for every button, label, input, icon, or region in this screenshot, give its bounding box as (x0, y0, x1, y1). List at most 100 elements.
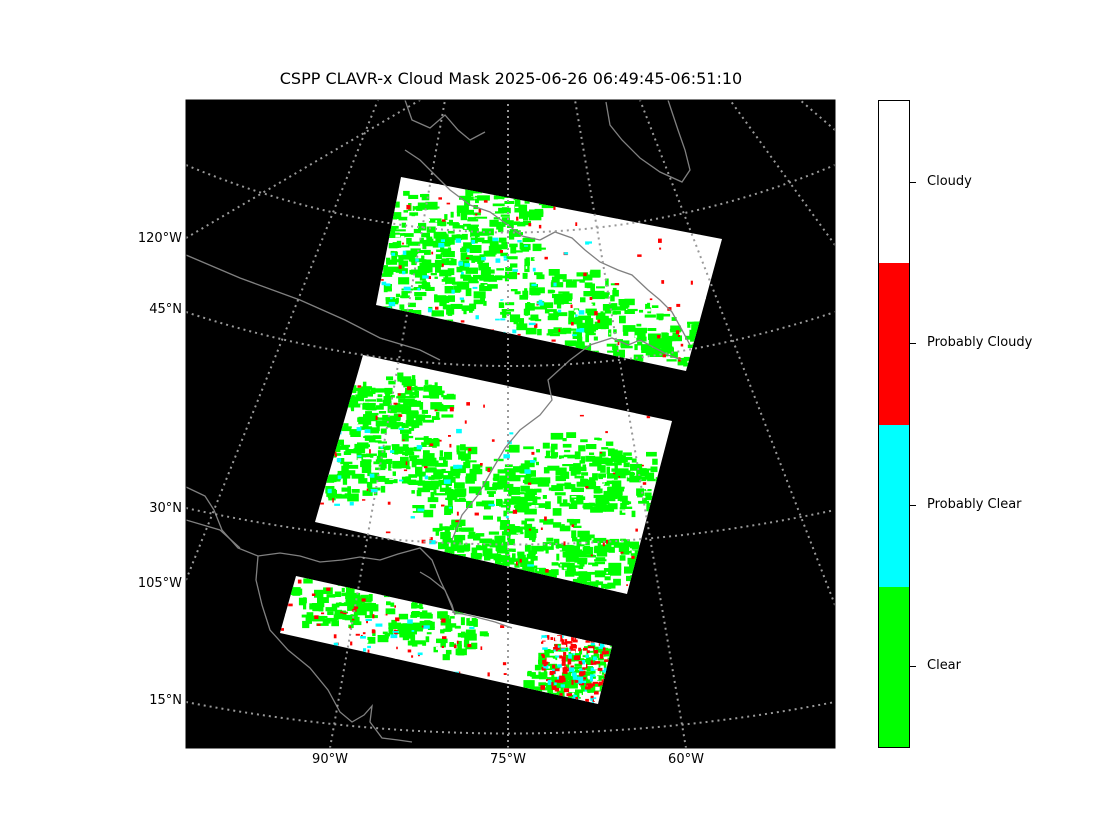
granule-middle-clear-pixel (456, 445, 460, 453)
granule-middle-clear-pixel (595, 583, 599, 588)
granule-south-cloudy-pixel (391, 641, 396, 645)
granule-south-probably-cloudy-pixel (362, 632, 366, 635)
granule-north-clear-pixel (666, 359, 677, 362)
granule-north-cloudy-pixel (510, 280, 512, 283)
granule-north-probably-clear-pixel (572, 334, 577, 337)
granule-middle-clear-pixel (458, 452, 471, 460)
granule-north-clear-pixel (439, 299, 447, 307)
granule-middle-clear-pixel (528, 556, 538, 561)
granule-south-probably-clear-pixel (469, 626, 475, 629)
granule-middle-clear-pixel (366, 481, 373, 488)
granule-south-clear-pixel (523, 680, 535, 689)
granule-north-clear-pixel (531, 291, 540, 296)
granule-north-cloudy-pixel (497, 199, 503, 202)
granule-middle-clear-pixel (434, 493, 447, 496)
granule-south-east-pixel (549, 670, 556, 674)
granule-middle-clear-pixel (499, 475, 508, 483)
granule-south-east-pixel (561, 659, 566, 664)
granule-middle-clear-pixel (443, 393, 454, 400)
meridian-90w (329, 100, 446, 748)
granule-south-east-pixel (579, 673, 584, 677)
granule-middle-clear-pixel (441, 414, 454, 418)
granule-middle-probably-cloudy-pixel (519, 558, 522, 563)
granule-north-clear-pixel (604, 308, 612, 314)
granule-middle-clear-pixel (600, 498, 605, 503)
granule-middle-cloudy-pixel (516, 532, 521, 534)
granule-north-clear-pixel (522, 296, 527, 300)
granule-north-clear-pixel (559, 294, 566, 297)
granule-middle-clear-pixel (514, 563, 520, 568)
granule-middle-clear-pixel (390, 421, 397, 425)
granule-north-clear-pixel (645, 303, 650, 310)
granule-middle-cloudy-pixel (616, 590, 618, 592)
granule-north-clear-pixel (590, 269, 601, 278)
granule-middle-clear-pixel (636, 470, 649, 477)
granule-north-probably-cloudy-pixel (466, 257, 470, 259)
granule-middle-clear-pixel (442, 526, 455, 531)
granule-middle-clear-pixel (422, 419, 434, 423)
granule-south-east-pixel (563, 652, 567, 656)
granule-north-clear-pixel (435, 237, 443, 242)
granule-north-clear-pixel (504, 201, 515, 204)
granule-north-probably-cloudy-pixel (558, 328, 561, 333)
granule-middle-clear-pixel (545, 546, 549, 554)
granule-north-cloudy-pixel (533, 258, 539, 260)
granule-south-clear-pixel (570, 667, 582, 670)
granule-middle-clear-pixel (524, 544, 531, 552)
granule-south-east-pixel (554, 668, 560, 672)
granule-south-cloudy-pixel (479, 669, 485, 672)
granule-middle-clear-pixel (416, 480, 426, 485)
granule-north-probably-clear-pixel (576, 328, 581, 333)
granule-north-clear-pixel (570, 328, 582, 331)
granule-south-clear-pixel (388, 622, 401, 629)
granule-north-probably-clear-pixel (391, 252, 396, 256)
granule-middle-cloudy-pixel (443, 473, 448, 476)
granule-middle-cloudy-pixel (403, 473, 409, 477)
granule-north-probably-clear-pixel (495, 258, 501, 263)
granule-middle-probably-clear-pixel (488, 503, 495, 507)
granule-south-clear-pixel (309, 606, 317, 610)
granule-north-clear-pixel (582, 274, 593, 281)
granule-north-clear-pixel (468, 280, 479, 284)
granule-middle-clear-pixel (362, 490, 373, 496)
granule-north-probably-cloudy-pixel (677, 335, 681, 337)
granule-south-east-pixel (554, 682, 557, 685)
granule-north-probably-cloudy-pixel (475, 213, 478, 216)
granule-middle-clear-pixel (465, 459, 470, 463)
granule-south-clear-pixel (311, 603, 325, 608)
granule-north-clear-pixel (381, 273, 393, 277)
granule-south-cloudy-pixel (516, 633, 519, 636)
granule-middle-clear-pixel (612, 483, 619, 488)
granule-middle-cloudy-pixel (559, 548, 562, 551)
granule-middle-clear-pixel (601, 583, 612, 589)
granule-middle-clear-pixel (351, 473, 365, 479)
granule-middle-clear-pixel (351, 387, 363, 392)
granule-south-probably-cloudy-pixel (411, 655, 414, 658)
granule-north-clear-pixel (463, 308, 467, 315)
granule-middle-clear-pixel (427, 512, 433, 515)
granule-middle-clear-pixel (370, 427, 380, 434)
granule-middle-probably-cloudy-pixel (480, 463, 483, 466)
granule-middle-cloudy-pixel (411, 508, 417, 512)
granule-middle-clear-pixel (428, 453, 435, 459)
granule-south-clear-pixel (402, 623, 413, 630)
granule-middle-clear-pixel (598, 496, 607, 500)
granule-middle-probably-cloudy-pixel (366, 488, 369, 491)
granule-middle-probably-cloudy-pixel (641, 464, 644, 467)
granule-middle-clear-pixel (388, 463, 392, 471)
granule-middle-clear-pixel (386, 458, 393, 464)
granule-north-cloudy-pixel (435, 220, 438, 223)
granule-middle-clear-pixel (495, 558, 501, 565)
granule-south-cloudy-pixel (417, 603, 419, 605)
granule-south-clear-pixel (439, 611, 448, 614)
granule-middle-clear-pixel (518, 568, 527, 572)
granule-middle-clear-pixel (375, 420, 387, 427)
granule-middle-clear-pixel (433, 464, 445, 467)
granule-middle-clear-pixel (424, 379, 429, 385)
granule-middle-clear-pixel (629, 541, 640, 549)
granule-middle-clear-pixel (574, 451, 581, 460)
granule-north-probably-clear-pixel (553, 282, 557, 287)
granule-middle-clear-pixel (574, 558, 588, 563)
granule-middle-clear-pixel (595, 502, 607, 510)
granule-middle-probably-cloudy-pixel (631, 555, 635, 559)
